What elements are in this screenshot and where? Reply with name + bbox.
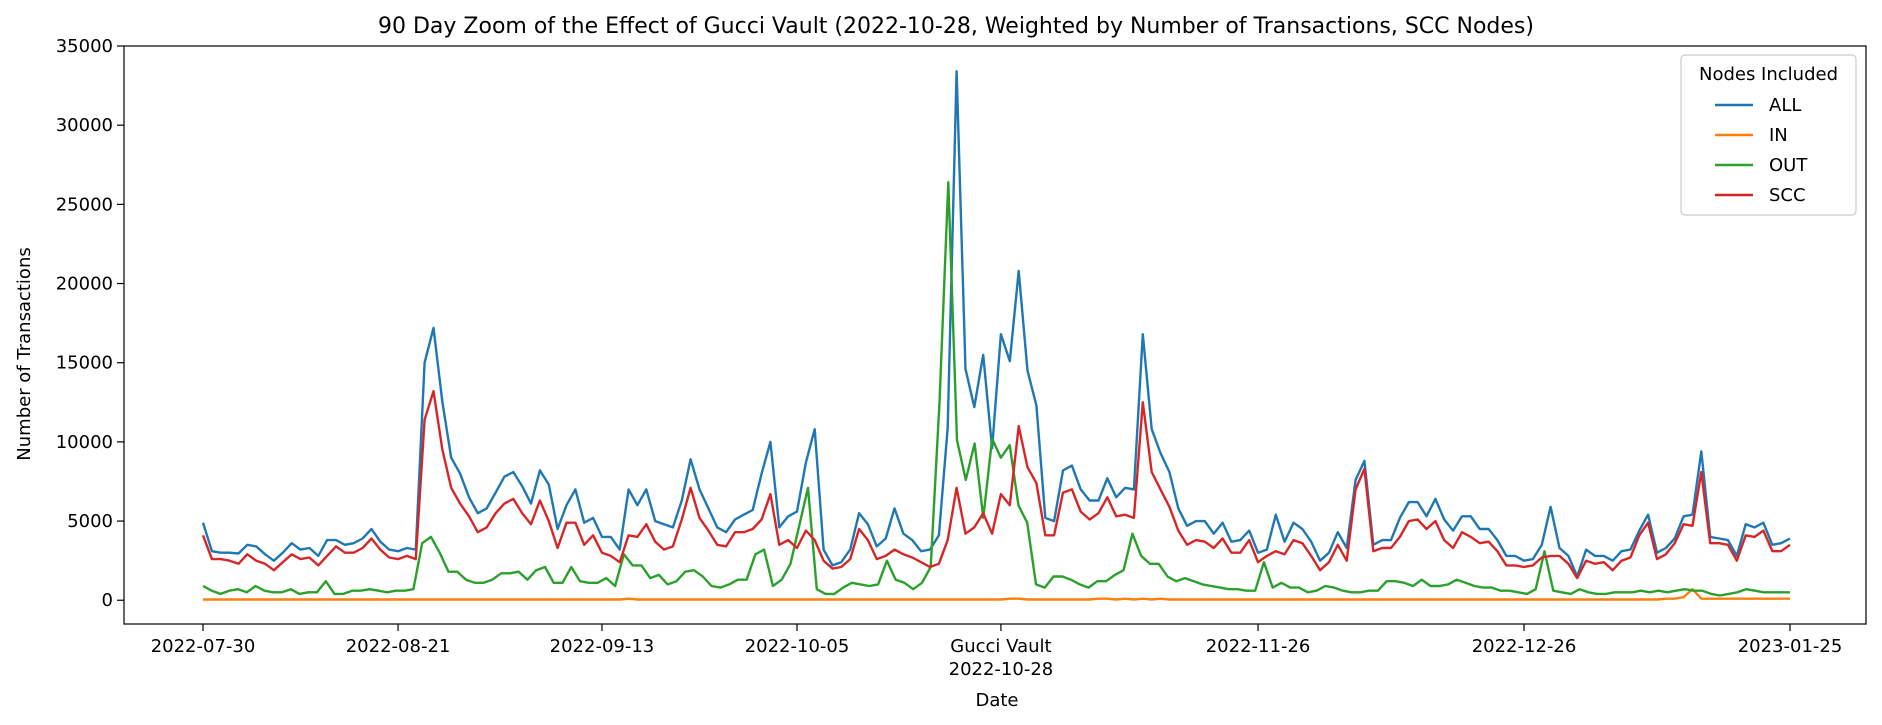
x-axis: 2022-07-30 2022-08-21 2022-09-13 2022-10-05… xyxy=(151,624,1843,680)
legend-label-in: IN xyxy=(1769,125,1788,146)
y-tick-label: 10000 xyxy=(56,432,113,453)
y-tick-label: 0 xyxy=(102,590,113,611)
x-tick-label: Gucci Vault xyxy=(950,636,1051,657)
x-tick-label: 2022-11-26 xyxy=(1206,636,1311,657)
y-axis: 0 5000 10000 15000 20000 25000 30000 35000 xyxy=(56,36,124,611)
x-tick-label: 2023-01-25 xyxy=(1738,636,1843,657)
series-line-scc xyxy=(201,390,1791,580)
series-line-out xyxy=(202,180,1790,597)
y-tick-label: 5000 xyxy=(67,511,113,532)
series-layer xyxy=(201,70,1791,601)
y-tick-label: 35000 xyxy=(56,36,113,57)
y-tick-label: 15000 xyxy=(56,353,113,374)
y-tick-label: 20000 xyxy=(56,274,113,295)
x-tick-label-secondary: 2022-10-28 xyxy=(949,659,1054,680)
y-tick-label: 25000 xyxy=(56,194,113,215)
legend-box xyxy=(1680,54,1857,216)
legend: Nodes Included ALL IN OUT SCC xyxy=(1680,54,1857,216)
y-tick-label: 30000 xyxy=(56,115,113,136)
x-axis-label: Date xyxy=(975,690,1018,711)
legend-title: Nodes Included xyxy=(1699,64,1838,85)
plot-frame xyxy=(123,45,1867,625)
legend-label-out: OUT xyxy=(1769,155,1808,176)
y-axis-label: Number of Transactions xyxy=(14,247,35,460)
chart-title: 90 Day Zoom of the Effect of Gucci Vault… xyxy=(378,14,1534,39)
legend-label-scc: SCC xyxy=(1769,185,1806,206)
x-tick-label: 2022-08-21 xyxy=(346,636,451,657)
x-tick-label: 2022-10-05 xyxy=(745,636,850,657)
x-tick-label: 2022-12-26 xyxy=(1472,636,1577,657)
x-tick-label: 2022-09-13 xyxy=(550,636,655,657)
series-line-all xyxy=(201,70,1791,578)
x-tick-label: 2022-07-30 xyxy=(151,636,256,657)
legend-label-all: ALL xyxy=(1769,95,1801,116)
series-line-in xyxy=(203,588,1790,601)
